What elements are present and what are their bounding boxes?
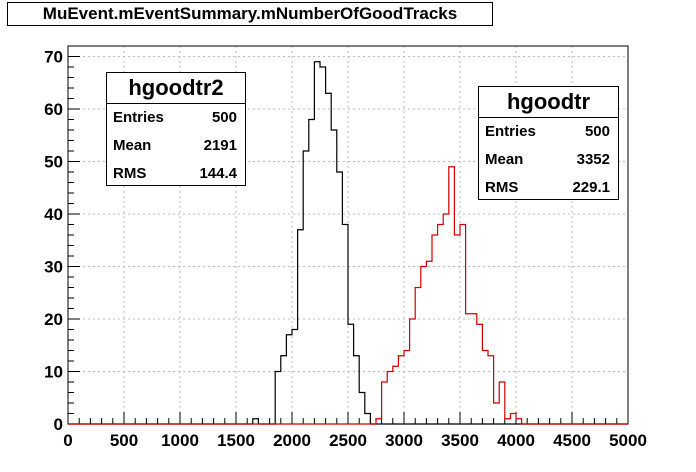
x-tick-label: 500 bbox=[110, 431, 138, 450]
y-tick-label: 70 bbox=[44, 48, 63, 67]
stats-value: 3352 bbox=[576, 151, 610, 168]
chart-title: MuEvent.mEventSummary.mNumberOfGoodTrack… bbox=[7, 2, 493, 26]
stats-row-entries: Entries 500 bbox=[107, 104, 245, 132]
stats-value: 500 bbox=[211, 109, 237, 126]
x-tick-label: 1000 bbox=[161, 431, 199, 450]
stats-value: 229.1 bbox=[572, 179, 610, 196]
stats-label: Entries bbox=[485, 123, 536, 140]
stats-box-hgoodtr: hgoodtr Entries 500 Mean 3352 RMS 229.1 bbox=[478, 86, 619, 200]
stats-row-rms: RMS 229.1 bbox=[479, 174, 618, 202]
stats-row-rms: RMS 144.4 bbox=[107, 160, 245, 188]
y-tick-label: 20 bbox=[44, 310, 63, 329]
x-tick-label: 4500 bbox=[553, 431, 591, 450]
stats-label: Mean bbox=[485, 151, 524, 168]
stats-label: RMS bbox=[113, 165, 147, 182]
stats-value: 500 bbox=[584, 123, 610, 140]
y-tick-label: 10 bbox=[44, 363, 63, 382]
y-tick-label: 60 bbox=[44, 100, 63, 119]
stats-row-mean: Mean 2191 bbox=[107, 132, 245, 160]
x-tick-label: 4000 bbox=[497, 431, 535, 450]
x-tick-label: 3000 bbox=[385, 431, 423, 450]
x-tick-label: 1500 bbox=[217, 431, 255, 450]
stats-value: 2191 bbox=[203, 137, 237, 154]
stats-row-mean: Mean 3352 bbox=[479, 146, 618, 174]
stats-value: 144.4 bbox=[199, 165, 237, 182]
x-tick-label: 5000 bbox=[609, 431, 647, 450]
y-tick-label: 0 bbox=[54, 415, 63, 434]
stats-box-title: hgoodtr2 bbox=[107, 73, 245, 104]
x-tick-label: 3500 bbox=[441, 431, 479, 450]
y-tick-label: 40 bbox=[44, 205, 63, 224]
y-tick-label: 30 bbox=[44, 258, 63, 277]
x-tick-label: 2000 bbox=[273, 431, 311, 450]
stats-label: Entries bbox=[113, 109, 164, 126]
histogram-hgoodtr bbox=[68, 166, 628, 425]
x-tick-label: 0 bbox=[63, 431, 72, 450]
stats-box-title: hgoodtr bbox=[479, 87, 618, 118]
x-tick-label: 2500 bbox=[329, 431, 367, 450]
y-tick-label: 50 bbox=[44, 153, 63, 172]
stats-box-hgoodtr2: hgoodtr2 Entries 500 Mean 2191 RMS 144.4 bbox=[106, 72, 246, 186]
stats-label: Mean bbox=[113, 137, 152, 154]
stats-row-entries: Entries 500 bbox=[479, 118, 618, 146]
stats-label: RMS bbox=[485, 179, 519, 196]
